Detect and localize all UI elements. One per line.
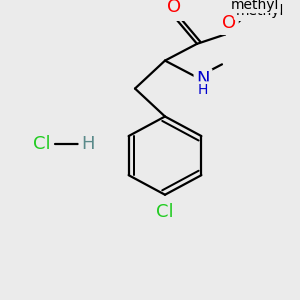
Text: N: N [196,70,210,88]
Text: Cl: Cl [33,134,51,152]
Text: O: O [222,14,236,32]
Text: H: H [81,134,95,152]
Text: methyl: methyl [231,0,279,12]
Text: H: H [198,83,208,98]
Text: Cl: Cl [156,202,174,220]
Text: O: O [167,0,181,16]
Text: methyl: methyl [236,4,284,18]
